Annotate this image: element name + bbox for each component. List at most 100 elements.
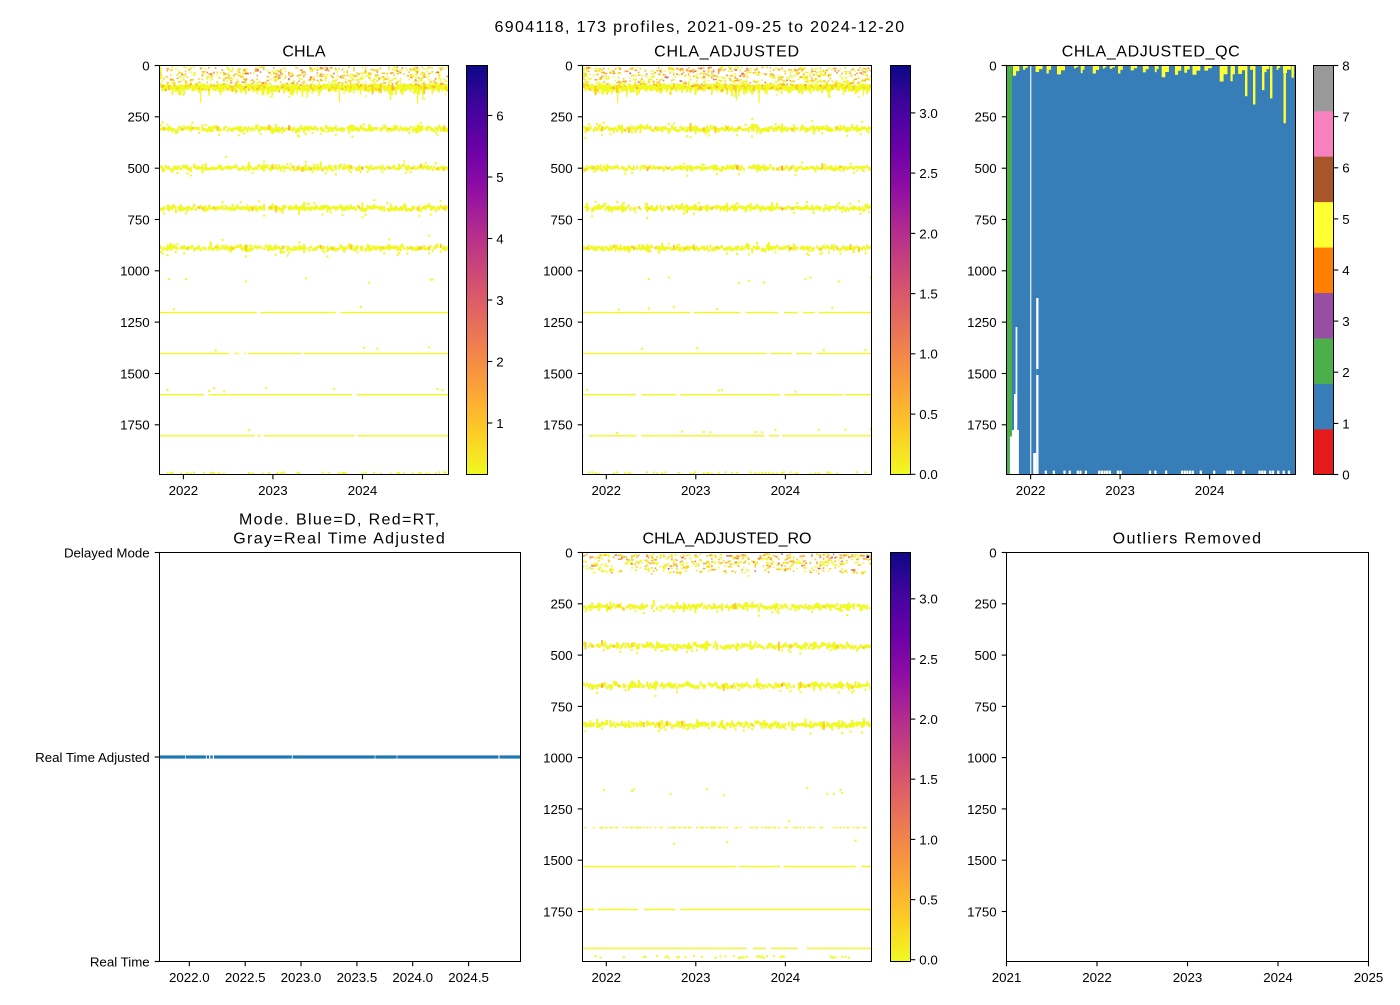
svg-text:2022.0: 2022.0 xyxy=(169,970,210,985)
svg-text:2024: 2024 xyxy=(1263,970,1293,985)
svg-text:2023: 2023 xyxy=(681,483,711,498)
svg-text:1750: 1750 xyxy=(543,418,573,433)
svg-text:2024: 2024 xyxy=(771,970,801,985)
svg-text:2.0: 2.0 xyxy=(919,226,938,241)
svg-text:250: 250 xyxy=(551,597,573,612)
svg-text:0.0: 0.0 xyxy=(919,467,938,482)
svg-text:2023: 2023 xyxy=(1105,483,1135,498)
svg-text:0: 0 xyxy=(565,58,572,73)
svg-text:1250: 1250 xyxy=(120,315,150,330)
svg-text:500: 500 xyxy=(975,648,997,663)
svg-text:1750: 1750 xyxy=(967,904,997,919)
svg-text:1750: 1750 xyxy=(967,418,997,433)
svg-text:3.0: 3.0 xyxy=(919,592,938,607)
svg-text:0: 0 xyxy=(565,545,572,560)
svg-text:1750: 1750 xyxy=(120,418,150,433)
svg-text:2021: 2021 xyxy=(992,970,1022,985)
svg-text:750: 750 xyxy=(975,212,997,227)
svg-text:CHLA_ADJUSTED: CHLA_ADJUSTED xyxy=(654,44,800,61)
svg-text:7: 7 xyxy=(1342,110,1349,125)
svg-text:Delayed Mode: Delayed Mode xyxy=(64,545,150,560)
svg-text:6: 6 xyxy=(1342,161,1349,176)
svg-text:1000: 1000 xyxy=(543,264,573,279)
svg-text:250: 250 xyxy=(975,110,997,125)
svg-text:750: 750 xyxy=(128,212,150,227)
svg-text:2024.5: 2024.5 xyxy=(448,970,489,985)
svg-text:Real Time Adjusted: Real Time Adjusted xyxy=(35,750,150,765)
svg-text:1: 1 xyxy=(1342,416,1349,431)
svg-text:1.5: 1.5 xyxy=(919,287,938,302)
svg-text:2025: 2025 xyxy=(1354,970,1384,985)
svg-text:500: 500 xyxy=(551,161,573,176)
svg-text:4: 4 xyxy=(1342,263,1349,278)
svg-text:3: 3 xyxy=(496,293,503,308)
svg-text:2022: 2022 xyxy=(592,970,622,985)
svg-text:Outliers Removed: Outliers Removed xyxy=(1113,531,1263,548)
svg-text:500: 500 xyxy=(975,161,997,176)
svg-text:1000: 1000 xyxy=(967,751,997,766)
svg-text:CHLA_ADJUSTED_RO: CHLA_ADJUSTED_RO xyxy=(643,531,812,548)
svg-text:Real Time: Real Time xyxy=(90,954,150,969)
svg-text:Gray=Real Time Adjusted: Gray=Real Time Adjusted xyxy=(233,531,446,548)
svg-text:2022: 2022 xyxy=(169,483,199,498)
svg-text:8: 8 xyxy=(1342,58,1349,73)
svg-text:2022: 2022 xyxy=(592,483,622,498)
svg-text:1: 1 xyxy=(496,416,503,431)
svg-text:2024: 2024 xyxy=(771,483,801,498)
svg-text:3.0: 3.0 xyxy=(919,106,938,121)
svg-text:5: 5 xyxy=(496,170,503,185)
svg-text:2024: 2024 xyxy=(348,483,378,498)
svg-text:1500: 1500 xyxy=(543,366,573,381)
svg-text:1750: 1750 xyxy=(543,904,573,919)
svg-text:0.5: 0.5 xyxy=(919,893,938,908)
svg-text:2.5: 2.5 xyxy=(919,166,938,181)
svg-text:2022: 2022 xyxy=(1082,970,1112,985)
svg-text:1.0: 1.0 xyxy=(919,347,938,362)
svg-text:1000: 1000 xyxy=(967,264,997,279)
svg-text:1500: 1500 xyxy=(967,853,997,868)
svg-text:CHLA_ADJUSTED_QC: CHLA_ADJUSTED_QC xyxy=(1062,44,1241,61)
svg-text:750: 750 xyxy=(551,699,573,714)
svg-text:1250: 1250 xyxy=(967,802,997,817)
svg-text:1250: 1250 xyxy=(967,315,997,330)
svg-text:2022: 2022 xyxy=(1016,483,1046,498)
svg-text:250: 250 xyxy=(128,110,150,125)
svg-text:2.0: 2.0 xyxy=(919,712,938,727)
svg-text:Mode. Blue=D, Red=RT,: Mode. Blue=D, Red=RT, xyxy=(239,512,440,529)
svg-text:2023: 2023 xyxy=(258,483,288,498)
svg-text:1250: 1250 xyxy=(543,315,573,330)
svg-text:3: 3 xyxy=(1342,314,1349,329)
svg-text:CHLA: CHLA xyxy=(282,44,326,61)
svg-text:0: 0 xyxy=(1342,467,1349,482)
svg-text:2023: 2023 xyxy=(1173,970,1203,985)
svg-text:6904118, 173 profiles, 2021-09: 6904118, 173 profiles, 2021-09-25 to 202… xyxy=(495,19,906,36)
svg-text:2023.0: 2023.0 xyxy=(281,970,322,985)
svg-text:1.5: 1.5 xyxy=(919,772,938,787)
svg-text:250: 250 xyxy=(975,597,997,612)
svg-text:1500: 1500 xyxy=(120,366,150,381)
svg-text:500: 500 xyxy=(551,648,573,663)
svg-text:2023: 2023 xyxy=(681,970,711,985)
svg-text:0.5: 0.5 xyxy=(919,407,938,422)
svg-text:750: 750 xyxy=(975,699,997,714)
svg-text:2.5: 2.5 xyxy=(919,652,938,667)
svg-text:0: 0 xyxy=(989,58,996,73)
svg-text:5: 5 xyxy=(1342,212,1349,227)
svg-text:1500: 1500 xyxy=(967,366,997,381)
svg-text:2024.0: 2024.0 xyxy=(392,970,433,985)
svg-text:1250: 1250 xyxy=(543,802,573,817)
svg-text:250: 250 xyxy=(551,110,573,125)
svg-text:0: 0 xyxy=(989,545,996,560)
svg-text:2: 2 xyxy=(496,354,503,369)
svg-text:2024: 2024 xyxy=(1195,483,1225,498)
svg-text:1000: 1000 xyxy=(120,264,150,279)
svg-text:4: 4 xyxy=(496,231,503,246)
svg-text:6: 6 xyxy=(496,108,503,123)
svg-text:500: 500 xyxy=(128,161,150,176)
svg-text:0.0: 0.0 xyxy=(919,953,938,968)
svg-text:750: 750 xyxy=(551,212,573,227)
svg-text:1000: 1000 xyxy=(543,751,573,766)
svg-text:1500: 1500 xyxy=(543,853,573,868)
svg-text:2022.5: 2022.5 xyxy=(225,970,266,985)
svg-text:2: 2 xyxy=(1342,365,1349,380)
